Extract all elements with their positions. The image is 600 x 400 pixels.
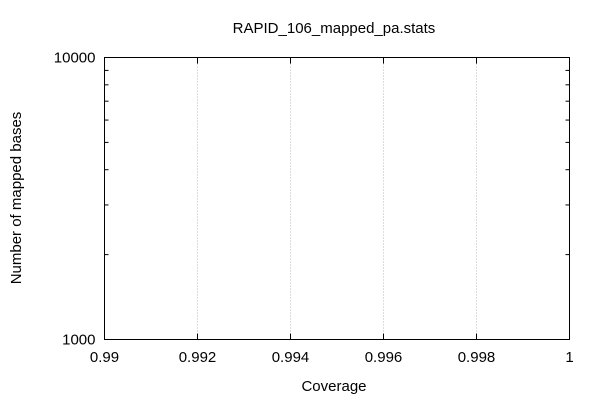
x-tick-labels: 0.99 0.992 0.994 0.996 0.998 1 [90,349,574,366]
x-tick-label: 0.994 [272,349,310,366]
x-tick-label: 0.998 [458,349,496,366]
x-tick-label: 1 [565,349,573,366]
y-tick-label: 10000 [54,50,96,67]
plot-frame [104,57,570,340]
x-tick-label: 0.99 [90,349,119,366]
y-tick-label: 1000 [62,332,95,349]
axis-ticks [104,57,570,340]
x-tick-label: 0.992 [179,349,217,366]
y-axis-label: Number of mapped bases [8,112,25,285]
y-tick-labels: 1000 10000 [54,50,96,349]
x-axis-label: Coverage [301,378,366,395]
x-tick-label: 0.996 [365,349,403,366]
chart-title: RAPID_106_mapped_pa.stats [233,20,436,37]
grid [197,57,477,340]
